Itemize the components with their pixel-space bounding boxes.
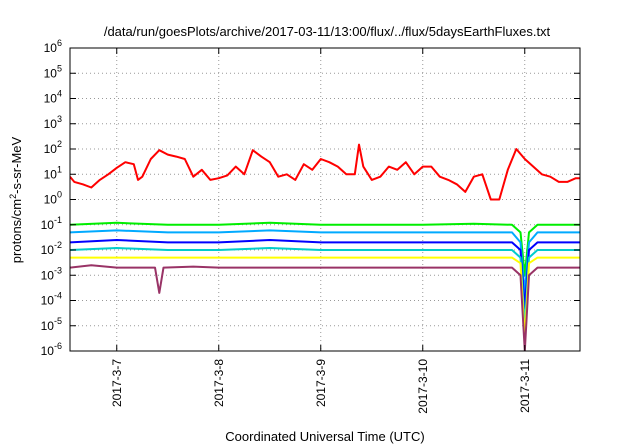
y-label-pre: protons/cm bbox=[9, 199, 24, 263]
y-tick-exp: 0 bbox=[57, 190, 62, 200]
y-axis: 10-610-510-410-310-210-11001011021031041… bbox=[41, 38, 580, 358]
y-tick-label: 105 bbox=[44, 63, 62, 80]
y-tick-base: 10 bbox=[41, 268, 55, 282]
y-tick-base: 10 bbox=[41, 319, 55, 333]
y-tick-exp: 3 bbox=[57, 114, 62, 124]
y-tick-base: 10 bbox=[41, 243, 55, 257]
series-lines bbox=[70, 143, 580, 351]
series-line-2 bbox=[70, 229, 580, 294]
x-tick-label: 2017-3-10 bbox=[416, 359, 430, 414]
y-tick-label: 10-6 bbox=[41, 341, 62, 358]
x-tick-label: 2017-3-11 bbox=[518, 359, 532, 413]
x-tick-label: 2017-3-9 bbox=[314, 359, 328, 407]
y-tick-base: 10 bbox=[44, 193, 58, 207]
series-line-1 bbox=[70, 221, 580, 277]
y-tick-base: 10 bbox=[44, 92, 58, 106]
y-tick-base: 10 bbox=[41, 344, 55, 358]
y-tick-exp: 1 bbox=[57, 164, 62, 174]
y-axis-label: protons/cm2-s-sr-MeV bbox=[8, 136, 24, 263]
y-tick-exp: -6 bbox=[54, 341, 62, 351]
y-tick-label: 10-5 bbox=[41, 316, 62, 333]
y-label-post: -s-sr-MeV bbox=[9, 136, 24, 193]
y-tick-label: 104 bbox=[44, 89, 62, 106]
y-tick-exp: -4 bbox=[54, 291, 62, 301]
y-tick-label: 103 bbox=[44, 114, 62, 131]
y-tick-base: 10 bbox=[44, 41, 58, 55]
series-line-5 bbox=[70, 256, 580, 340]
y-tick-base: 10 bbox=[41, 294, 55, 308]
y-tick-base: 10 bbox=[44, 117, 58, 131]
y-tick-exp: -1 bbox=[54, 215, 62, 225]
y-tick-exp: 4 bbox=[57, 89, 62, 99]
x-tick-label: 2017-3-8 bbox=[212, 359, 226, 407]
x-tick-label: 2017-3-7 bbox=[110, 359, 124, 407]
y-tick-exp: 2 bbox=[57, 139, 62, 149]
series-line-0 bbox=[70, 143, 580, 201]
series-line-6 bbox=[70, 264, 580, 351]
y-tick-label: 102 bbox=[44, 139, 62, 156]
y-tick-base: 10 bbox=[44, 66, 58, 80]
y-tick-base: 10 bbox=[44, 167, 58, 181]
y-tick-label: 10-3 bbox=[41, 265, 62, 282]
y-tick-label: 101 bbox=[44, 164, 62, 181]
y-tick-exp: -5 bbox=[54, 316, 62, 326]
x-axis: 2017-3-7 2017-3-8 2017-3-9 2017-3-10 2017-3-… bbox=[110, 48, 532, 414]
y-tick-label: 100 bbox=[44, 190, 62, 207]
y-tick-base: 10 bbox=[41, 218, 55, 232]
y-tick-label: 106 bbox=[44, 38, 62, 55]
y-tick-exp: -2 bbox=[54, 240, 62, 250]
x-axis-label: Coordinated Universal Time (UTC) bbox=[225, 429, 424, 444]
chart-title: /data/run/goesPlots/archive/2017-03-11/1… bbox=[104, 24, 551, 39]
y-tick-exp: 5 bbox=[57, 63, 62, 73]
y-tick-exp: 6 bbox=[57, 38, 62, 48]
y-tick-base: 10 bbox=[44, 142, 58, 156]
y-tick-label: 10-4 bbox=[41, 291, 62, 308]
y-tick-exp: -3 bbox=[54, 265, 62, 275]
y-label-sup: 2 bbox=[8, 194, 18, 199]
series-line-4 bbox=[70, 247, 580, 327]
y-tick-label: 10-2 bbox=[41, 240, 62, 257]
grid-lines bbox=[70, 47, 580, 352]
y-tick-label: 10-1 bbox=[41, 215, 62, 232]
